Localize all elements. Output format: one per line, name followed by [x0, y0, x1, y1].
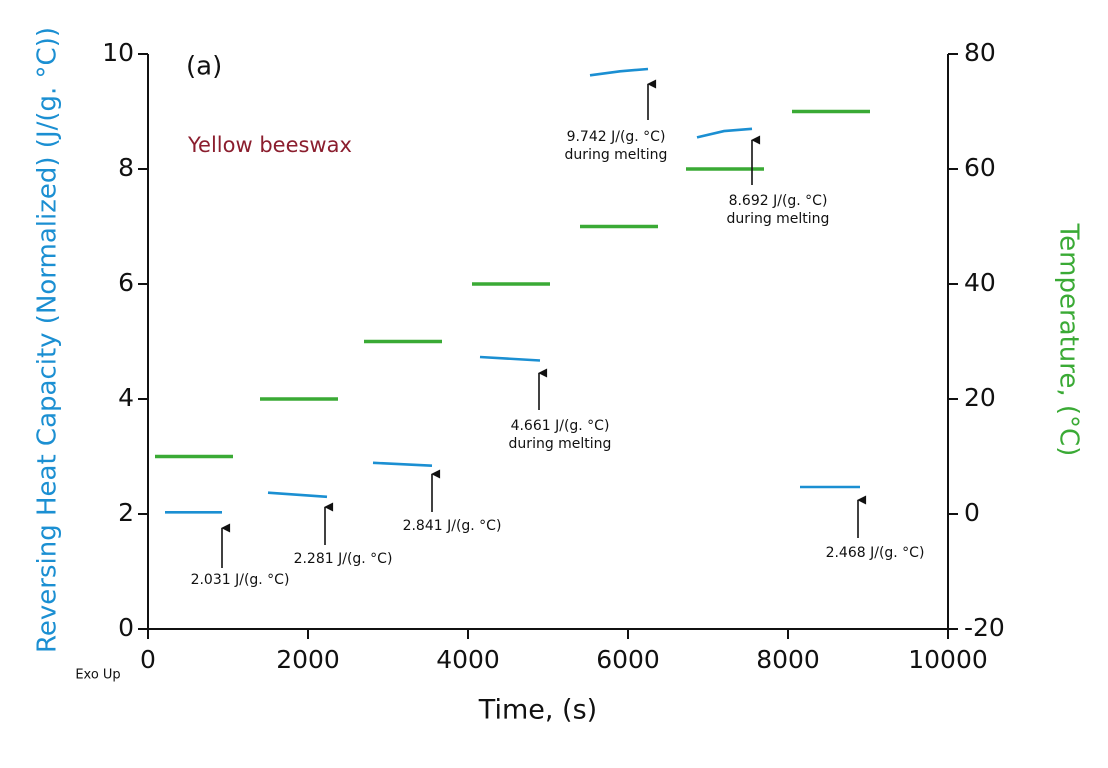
y-axis-title: Reversing Heat Capacity (Normalized) (J/… — [33, 27, 63, 653]
corner-note: Exo Up — [75, 668, 120, 683]
y2-tick-label: 60 — [964, 153, 996, 182]
x-tick-label: 0 — [140, 645, 156, 674]
annotation-text: 8.692 J/(g. °C) — [729, 193, 828, 209]
y2-tick-label: 20 — [964, 383, 996, 412]
y-tick-label: 0 — [118, 613, 134, 642]
x-axis-title: Time, (s) — [478, 695, 597, 726]
data-line — [165, 67, 860, 514]
annotation-text: 2.281 J/(g. °C) — [294, 551, 393, 567]
y2-axis-title: Temperature, (°C) — [1054, 223, 1084, 457]
annotation-text: during melting — [509, 436, 612, 452]
y-tick-label: 8 — [118, 153, 134, 182]
sample-label: Yellow beeswax — [187, 133, 352, 157]
data-line — [155, 109, 870, 459]
y2-tick-label: -20 — [964, 613, 1005, 642]
x-tick-label: 10000 — [908, 645, 988, 674]
panel-label: (a) — [186, 52, 222, 82]
annotation-text: during melting — [565, 147, 668, 163]
x-tick-label: 4000 — [436, 645, 500, 674]
annotation-text: 2.468 J/(g. °C) — [826, 545, 925, 561]
y-tick-label: 6 — [118, 268, 134, 297]
y2-tick-label: 0 — [964, 498, 980, 527]
y-tick-label: 4 — [118, 383, 134, 412]
x-tick-label: 2000 — [276, 645, 340, 674]
y-tick-label: 10 — [102, 38, 134, 67]
y2-tick-label: 80 — [964, 38, 996, 67]
x-tick-label: 6000 — [596, 645, 660, 674]
y-tick-label: 2 — [118, 498, 134, 527]
x-tick-label: 8000 — [756, 645, 820, 674]
annotation-text: 4.661 J/(g. °C) — [511, 418, 610, 434]
annotation-text: 9.742 J/(g. °C) — [567, 129, 666, 145]
annotation-text: 2.031 J/(g. °C) — [191, 572, 290, 588]
annotation-text: during melting — [727, 211, 830, 227]
y2-tick-label: 40 — [964, 268, 996, 297]
annotation-text: 2.841 J/(g. °C) — [403, 518, 502, 534]
